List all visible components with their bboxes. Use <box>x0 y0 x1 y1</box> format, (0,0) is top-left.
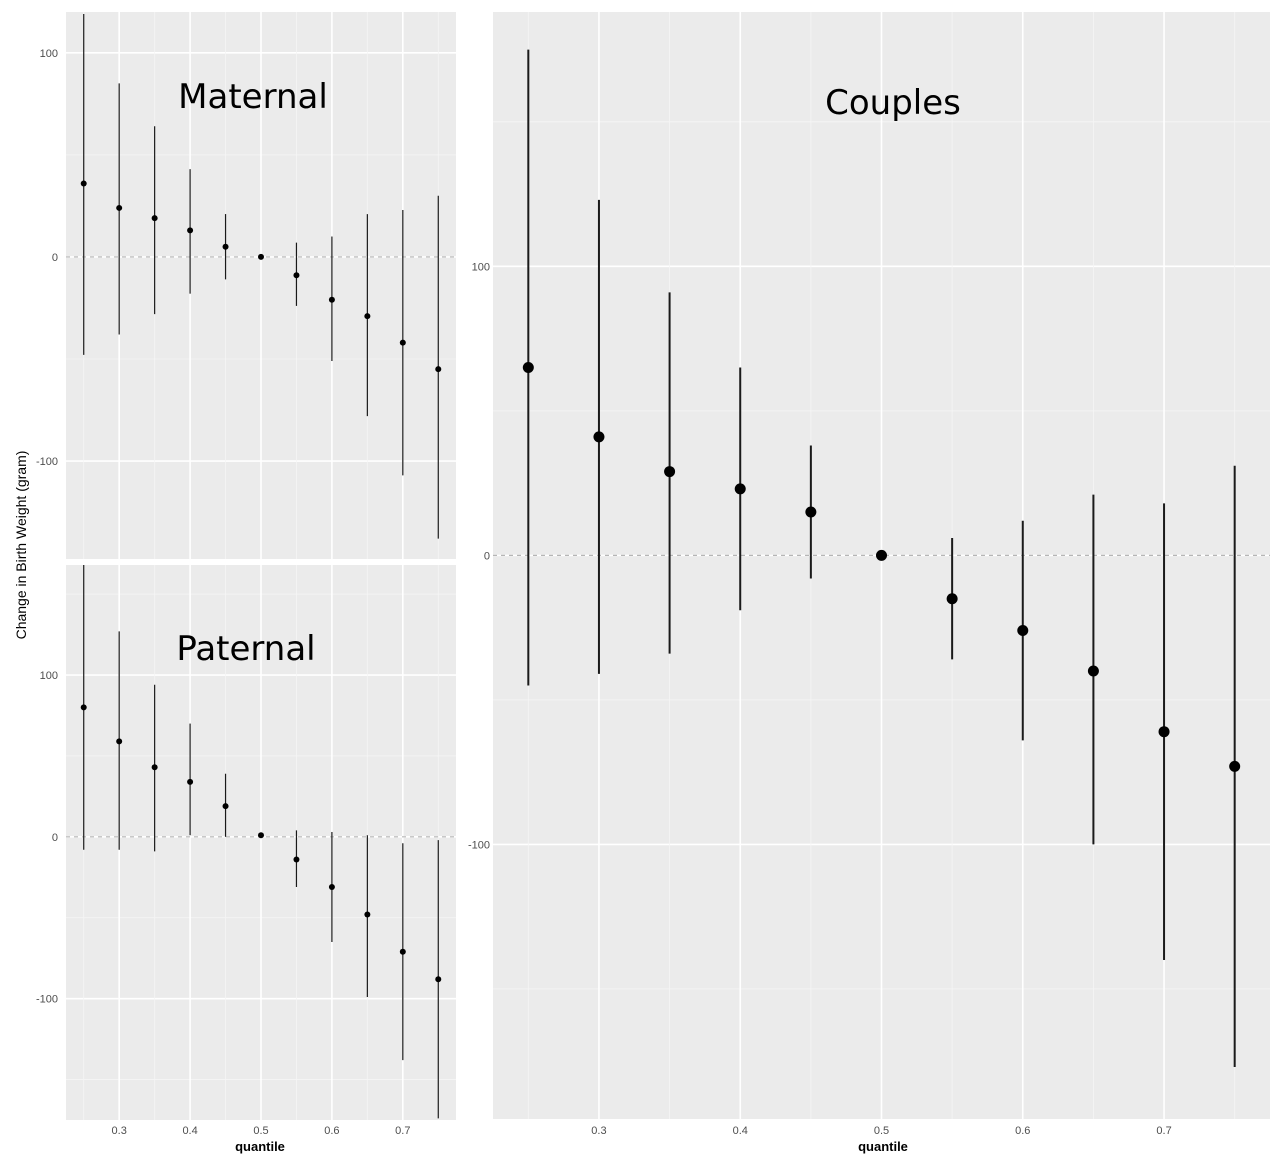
panel-maternal: -100 0 100 Maternal <box>36 12 456 559</box>
panel-couples-title: Couples <box>825 83 961 123</box>
estimate-point <box>293 856 300 863</box>
estimate-point <box>80 180 87 187</box>
panel-couples: -100 0 100 0.3 0.4 0.5 0.6 0.7 Couples quantil… <box>468 12 1270 1154</box>
estimate-point <box>1229 760 1241 772</box>
estimate-point <box>293 272 300 279</box>
x-tick-label: 0.5 <box>874 1125 889 1137</box>
estimate-point <box>1158 726 1170 738</box>
estimate-point <box>328 883 335 890</box>
estimate-point <box>116 738 123 745</box>
y-tick-label: -100 <box>468 839 490 851</box>
panel-paternal-xticks: 0.3 0.4 0.5 0.6 0.7 <box>112 1125 411 1137</box>
estimate-point <box>222 243 229 250</box>
panel-paternal-marks <box>80 565 442 1119</box>
estimate-point <box>805 506 817 518</box>
panel-maternal-title: Maternal <box>178 77 328 117</box>
y-tick-label: -100 <box>36 456 58 468</box>
y-tick-label: 100 <box>40 670 58 682</box>
estimate-point <box>734 483 746 495</box>
panel-couples-xticks: 0.3 0.4 0.5 0.6 0.7 <box>591 1125 1171 1137</box>
panel-paternal-title: Paternal <box>176 629 315 669</box>
panel-couples-yticks: -100 0 100 <box>468 261 490 851</box>
y-axis-title: Change in Birth Weight (gram) <box>13 451 29 640</box>
x-tick-label: 0.6 <box>1015 1125 1030 1137</box>
panel-paternal-x-axis-title: quantile <box>235 1139 285 1154</box>
panel-maternal-yticks: -100 0 100 <box>36 48 58 468</box>
panel-paternal-yticks: -100 0 100 <box>36 670 58 1006</box>
estimate-point <box>435 976 442 983</box>
x-tick-label: 0.7 <box>395 1125 410 1137</box>
x-tick-label: 0.5 <box>253 1125 268 1137</box>
estimate-point <box>876 549 887 561</box>
estimate-point <box>364 911 371 918</box>
estimate-point <box>151 764 158 771</box>
estimate-point <box>399 948 406 955</box>
estimate-point <box>258 253 264 260</box>
x-tick-label: 0.4 <box>733 1125 748 1137</box>
estimate-point <box>1017 625 1029 637</box>
estimate-point <box>435 366 442 373</box>
estimate-point <box>328 296 335 303</box>
x-tick-label: 0.6 <box>324 1125 339 1137</box>
estimate-point <box>593 431 605 443</box>
panel-paternal: -100 0 100 0.3 0.4 0.5 0.6 0.7 Paternal quanti… <box>36 565 456 1154</box>
y-tick-label: 100 <box>40 48 58 60</box>
x-tick-label: 0.7 <box>1156 1125 1171 1137</box>
estimate-point <box>187 227 194 234</box>
estimate-point <box>151 215 158 222</box>
estimate-point <box>80 704 87 711</box>
estimate-point <box>187 778 194 785</box>
panel-couples-x-axis-title: quantile <box>858 1139 908 1154</box>
y-tick-label: 100 <box>472 261 490 273</box>
panel-maternal-marks <box>80 14 442 539</box>
y-tick-label: 0 <box>484 550 490 562</box>
y-tick-label: 0 <box>52 252 58 264</box>
x-tick-label: 0.4 <box>182 1125 197 1137</box>
y-tick-label: -100 <box>36 994 58 1006</box>
estimate-point <box>258 832 264 839</box>
panel-couples-marks <box>522 49 1241 1067</box>
y-tick-label: 0 <box>52 832 58 844</box>
estimate-point <box>1087 665 1099 677</box>
estimate-point <box>222 803 229 810</box>
estimate-point <box>364 313 371 320</box>
x-tick-label: 0.3 <box>591 1125 606 1137</box>
estimate-point <box>664 466 676 478</box>
estimate-point <box>946 593 958 605</box>
estimate-point <box>116 204 123 211</box>
x-tick-label: 0.3 <box>112 1125 127 1137</box>
estimate-point <box>522 362 534 374</box>
estimate-point <box>399 339 406 346</box>
